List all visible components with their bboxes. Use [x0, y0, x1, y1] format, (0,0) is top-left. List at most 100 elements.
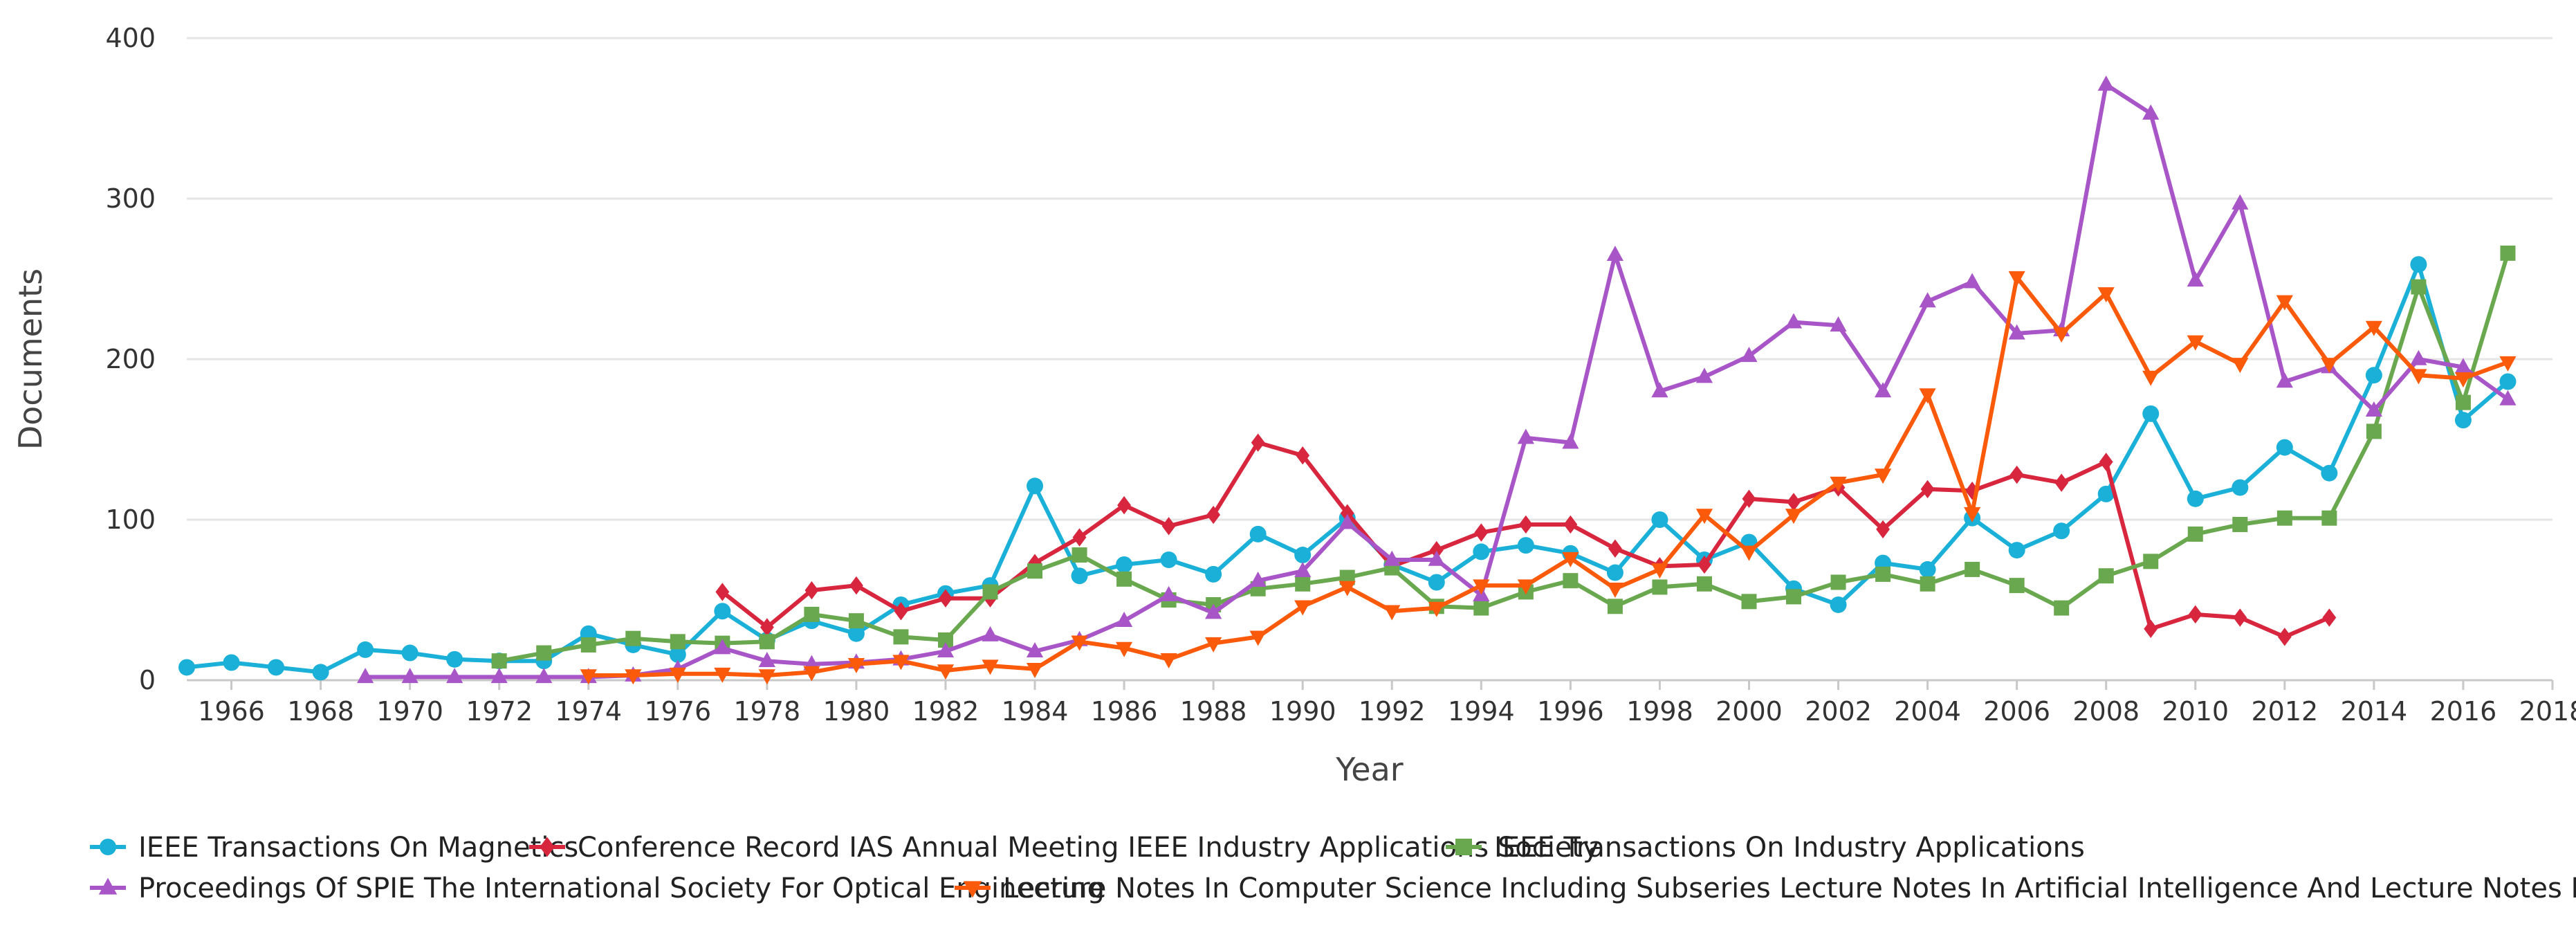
data-point [2142, 370, 2160, 386]
data-point [1652, 579, 1668, 595]
data-point [312, 664, 329, 681]
data-point [1517, 537, 1534, 554]
data-point [1294, 547, 1312, 564]
data-point [1429, 540, 1444, 560]
legend: IEEE Transactions On MagneticsConference… [90, 832, 2576, 904]
data-point [446, 668, 463, 684]
legend-label: IEEE Transactions On Magnetics [138, 832, 578, 864]
data-point [1608, 539, 1622, 558]
data-point [1606, 246, 1624, 261]
data-point [2365, 401, 2382, 417]
x-tick-label: 1982 [912, 696, 979, 727]
data-point [937, 664, 955, 680]
data-point [401, 668, 418, 684]
data-point [2098, 568, 2114, 584]
data-point [2410, 349, 2427, 365]
data-point [536, 645, 552, 661]
data-point [2009, 578, 2025, 594]
data-point [2321, 510, 2337, 526]
data-point [758, 651, 775, 667]
legend-item: Proceedings Of SPIE The International So… [90, 873, 1105, 904]
data-point [1651, 382, 1668, 398]
data-point [2097, 75, 2115, 91]
data-point [2366, 423, 2382, 439]
legend-marker-icon [1455, 839, 1472, 855]
x-tick-label: 1974 [555, 696, 622, 727]
x-tick-label: 1988 [1180, 696, 1247, 727]
data-point [446, 650, 463, 668]
data-point [1027, 563, 1043, 579]
data-point [2187, 526, 2203, 542]
data-point [1964, 507, 1981, 522]
data-point [1563, 573, 1579, 589]
data-point [1695, 367, 1713, 383]
data-point [669, 667, 686, 683]
data-point [580, 637, 596, 653]
data-point [2233, 608, 2247, 627]
data-point [1787, 493, 1801, 511]
legend-marker-icon [963, 881, 982, 898]
data-point [1785, 509, 1803, 525]
legend-item: Lecture Notes In Computer Science Includ… [955, 873, 2576, 904]
data-point [2232, 479, 2249, 496]
data-point [847, 625, 865, 642]
data-point [178, 659, 195, 676]
data-point [759, 634, 775, 650]
y-tick-label: 0 [139, 665, 156, 695]
data-point [2188, 605, 2202, 624]
data-point [1294, 562, 1312, 578]
data-point [714, 639, 731, 655]
data-point [2410, 369, 2427, 385]
data-point [1830, 596, 1847, 613]
x-tick-label: 1998 [1626, 696, 1693, 727]
data-point [1071, 635, 1088, 651]
data-point [714, 603, 731, 620]
data-point [2099, 453, 2113, 471]
series-group [178, 256, 2517, 681]
data-point [2410, 256, 2427, 273]
data-point [714, 667, 731, 683]
data-point [1876, 520, 1890, 539]
x-axis-title: Year [1335, 751, 1403, 788]
data-point [1071, 547, 1087, 563]
data-point [2232, 358, 2249, 374]
data-point [2365, 367, 2382, 384]
data-point [804, 606, 820, 622]
data-point [893, 629, 909, 645]
legend-label: Proceedings Of SPIE The International So… [138, 873, 1105, 904]
data-point [2008, 324, 2025, 340]
legend-marker-icon [540, 837, 555, 857]
legend-label: Conference Record IAS Annual Meeting IEE… [578, 832, 1599, 864]
grid-layer [187, 37, 2552, 521]
data-point [1205, 637, 1222, 653]
data-point [1116, 571, 1132, 587]
data-point [1696, 576, 1712, 592]
data-point [1115, 641, 1133, 657]
data-point [1695, 509, 1713, 525]
data-point [848, 613, 864, 629]
legend-item: IEEE Transactions On Industry Applicatio… [1446, 832, 2085, 864]
data-point [2454, 358, 2472, 374]
data-point [491, 653, 507, 669]
x-tick-label: 1970 [376, 696, 443, 727]
data-point [1919, 560, 1936, 578]
data-point [1160, 551, 1177, 568]
data-point [1919, 388, 1936, 404]
data-point [2054, 600, 2070, 616]
data-point [357, 641, 374, 658]
x-tick-label: 1990 [1269, 696, 1336, 727]
data-point [1874, 382, 1892, 398]
data-point [2276, 372, 2293, 388]
data-point [892, 655, 910, 671]
data-point [268, 659, 285, 676]
data-point [847, 658, 865, 673]
data-point [357, 668, 374, 684]
data-point [2232, 194, 2249, 210]
data-point [2365, 320, 2382, 336]
data-point [1651, 511, 1668, 528]
data-point [1026, 662, 1044, 678]
data-point [1562, 433, 1579, 449]
data-point [2455, 394, 2471, 410]
data-point [1338, 513, 1356, 529]
